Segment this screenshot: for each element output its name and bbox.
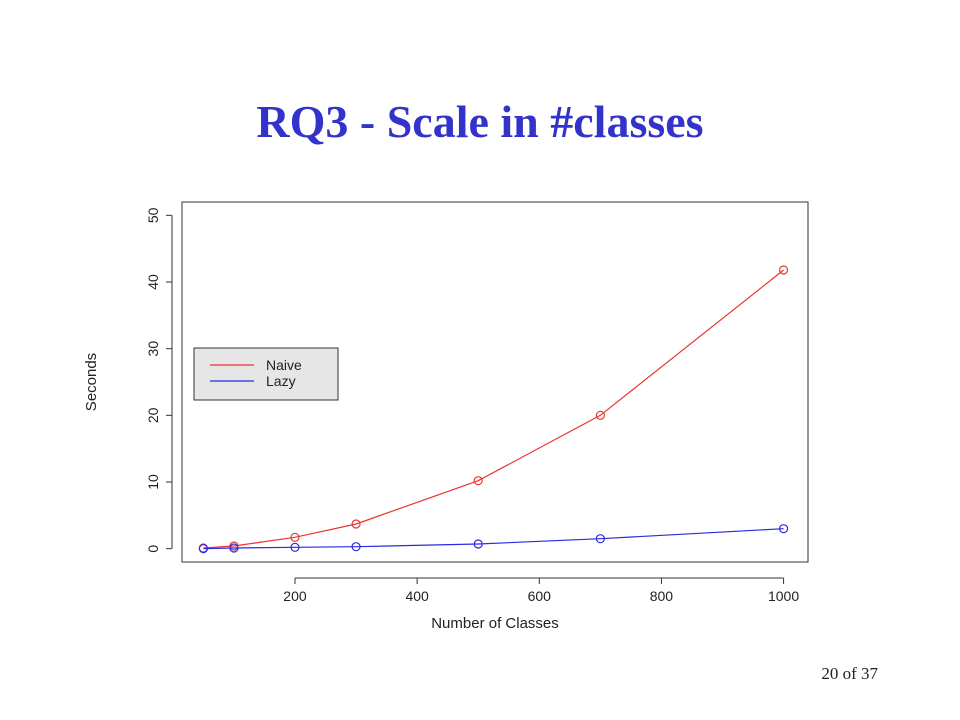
y-tick-label: 30	[145, 341, 161, 357]
x-axis-label: Number of Classes	[431, 615, 559, 632]
data-point-lazy	[229, 543, 239, 553]
slide-title: RQ3 - Scale in #classes	[256, 96, 704, 147]
y-tick-label: 0	[145, 545, 161, 553]
y-tick-label: 40	[145, 274, 161, 290]
x-tick-label: 800	[650, 588, 674, 604]
data-point-naive	[778, 265, 789, 275]
y-tick-label: 50	[145, 207, 161, 223]
data-point-lazy	[595, 534, 605, 544]
data-point-lazy	[778, 524, 789, 534]
data-point-naive	[290, 532, 300, 542]
x-tick-label: 600	[528, 588, 552, 604]
data-point-lazy	[290, 542, 300, 552]
y-tick-label: 20	[145, 407, 161, 423]
y-axis-label: Seconds	[83, 353, 100, 411]
data-point-naive	[473, 476, 483, 486]
legend-label-naive: Naive	[266, 357, 302, 373]
y-tick-label: 10	[145, 474, 161, 490]
legend-label-lazy: Lazy	[266, 373, 296, 389]
page-number: 20 of 37	[821, 664, 878, 683]
data-point-naive	[351, 519, 361, 529]
data-point-lazy	[473, 539, 483, 549]
data-point-lazy	[351, 542, 361, 552]
x-tick-label: 200	[283, 588, 307, 604]
data-point-naive	[595, 410, 605, 420]
series-line-lazy	[203, 528, 784, 550]
data-point-lazy	[198, 544, 208, 554]
x-tick-label: 1000	[768, 588, 799, 604]
plot-frame	[181, 201, 809, 563]
legend-box	[193, 347, 339, 401]
x-tick-label: 400	[405, 588, 429, 604]
series-line-naive	[203, 269, 784, 549]
